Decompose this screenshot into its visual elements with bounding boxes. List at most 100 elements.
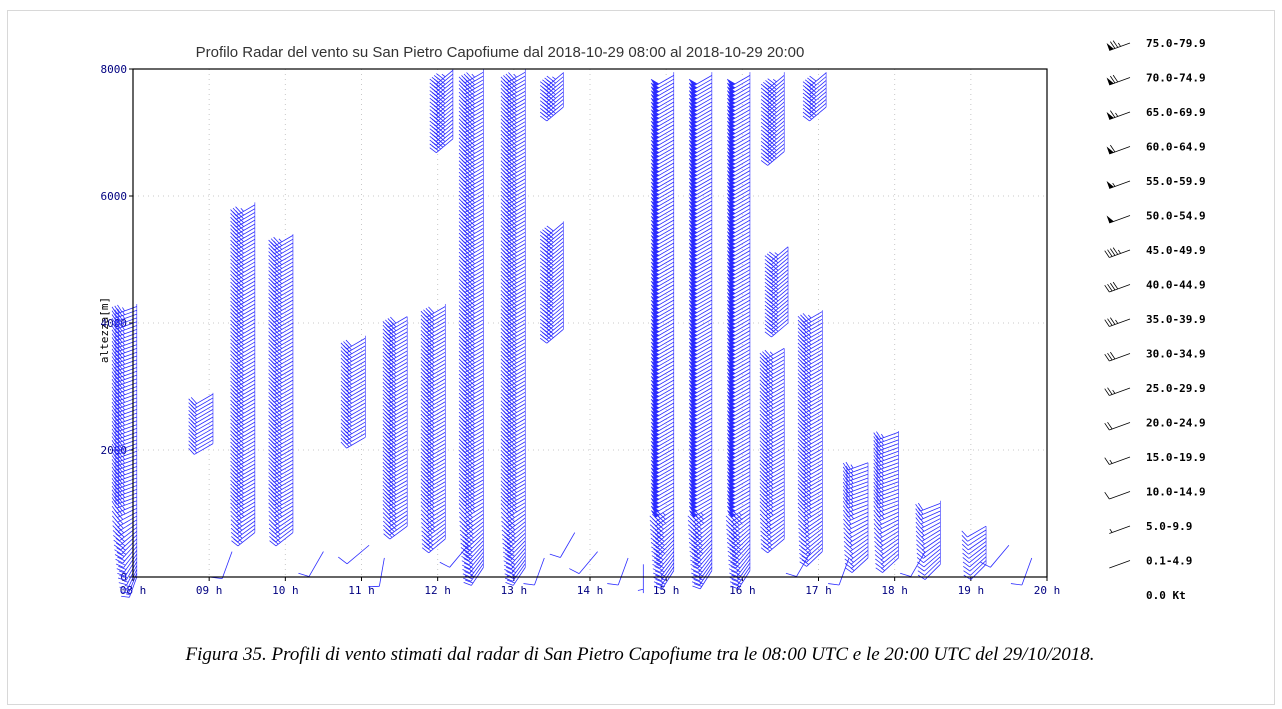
legend-barb (1104, 387, 1131, 396)
wind-barb (843, 527, 869, 539)
legend-barb (1106, 215, 1131, 224)
wind-barb (873, 431, 899, 440)
wind-barb (653, 558, 675, 577)
wind-barb (650, 75, 674, 87)
legend-barb (1104, 491, 1131, 500)
wind-barb (651, 536, 675, 552)
legend-label: 45.0-49.9 (1146, 244, 1206, 257)
y-tick-label: 0 (120, 571, 127, 584)
wind-profile-column (649, 72, 675, 590)
wind-barb (727, 539, 751, 556)
wind-barb (121, 576, 138, 598)
y-tick-label: 8000 (101, 63, 128, 76)
wind-barb (458, 71, 484, 84)
legend-barb (1104, 456, 1131, 465)
wind-profile-column (458, 69, 484, 586)
chart-title: Profilo Radar del vento su San Pietro Ca… (196, 44, 805, 61)
legend-barb (1109, 525, 1131, 534)
wind-barb (539, 72, 564, 88)
wind-barb (652, 551, 675, 569)
wind-profile-column (188, 392, 214, 455)
wind-profile-column (961, 525, 987, 580)
wind-barb (420, 306, 446, 318)
wind-barb (760, 538, 785, 554)
wind-barb (462, 559, 484, 578)
wind-barb (539, 222, 564, 237)
wind-barb (503, 548, 526, 566)
wind-barb (873, 504, 899, 513)
axis-ticks: 08 h 09 h 10 h 11 h 12 h 13 h 14 h 15 h 16 h 17 h… (101, 63, 1061, 597)
legend-label: 40.0-44.9 (1146, 279, 1206, 292)
legend-barb (1106, 144, 1131, 155)
wind-barb (961, 529, 987, 542)
wind-barb (726, 532, 751, 548)
wind-profile-column (725, 72, 751, 590)
x-tick-label: 08 h (120, 584, 147, 597)
x-tick-label: 15 h (653, 584, 680, 597)
y-tick-label: 6000 (101, 190, 128, 203)
wind-barb (461, 551, 484, 570)
wind-barb (980, 544, 1010, 568)
wind-barb (654, 570, 675, 590)
wind-barb (651, 539, 675, 556)
legend-label: 20.0-24.9 (1146, 417, 1206, 430)
figure-caption: Figura 35. Profili di vento stimati dal … (185, 644, 1095, 665)
wind-profile-column (764, 246, 789, 338)
wind-profile-column (429, 69, 454, 154)
x-tick-label: 19 h (958, 584, 985, 597)
x-tick-label: 16 h (729, 584, 756, 597)
legend-label: 0.1-4.9 (1146, 555, 1192, 568)
legend-label: 30.0-34.9 (1146, 348, 1206, 361)
wind-barb (116, 553, 138, 573)
x-tick-label: 12 h (424, 584, 451, 597)
wind-barb (843, 523, 869, 535)
wind-barb (569, 551, 598, 575)
x-tick-label: 17 h (805, 584, 832, 597)
wind-barb (117, 557, 138, 577)
wind-barb (119, 569, 138, 590)
wind-profile-column (802, 72, 827, 122)
wind-barb (692, 570, 713, 590)
wind-barb (503, 551, 526, 570)
wind-barb (230, 204, 256, 217)
wind-barb (340, 337, 366, 350)
legend-label: 75.0-79.9 (1146, 37, 1206, 50)
wind-barb (111, 449, 137, 460)
wind-profile-column (111, 303, 138, 598)
wind-barb (462, 555, 484, 574)
wind-barb (690, 551, 713, 569)
wind-barb (211, 551, 233, 580)
legend-label: 10.0-14.9 (1146, 486, 1206, 499)
x-tick-label: 14 h (577, 584, 604, 597)
wind-barb (503, 544, 526, 561)
wind-barb (607, 557, 629, 586)
wind-barb (691, 558, 713, 577)
wind-barb (502, 536, 526, 553)
legend-barb (1106, 180, 1131, 189)
wind-barb (504, 563, 526, 582)
wind-barb (651, 543, 675, 561)
wind-barb (113, 530, 138, 546)
wind-profile-column (873, 430, 899, 573)
legend-label: 0.0 Kt (1146, 589, 1186, 602)
wind-barb (439, 544, 469, 568)
wind-barb (113, 534, 138, 551)
wind-profile-column (915, 500, 941, 580)
wind-barb (429, 69, 454, 85)
wind-profile-column (382, 316, 408, 540)
wind-profile-column (230, 202, 256, 547)
wind-barb (650, 532, 675, 548)
wind-barb (688, 75, 713, 87)
wind-profile-column (268, 234, 294, 547)
wind-barb (691, 566, 713, 586)
wind-barb (188, 393, 214, 406)
wind-profile-column (797, 310, 823, 567)
wind-barb (842, 504, 869, 513)
wind-profile-chart: Profilo Radar del vento su San Pietro Ca… (98, 37, 1206, 602)
wind-barb (382, 316, 408, 328)
wind-barb (114, 538, 138, 555)
legend-label: 25.0-29.9 (1146, 382, 1206, 395)
wind-barb (915, 529, 941, 542)
legend-label: 65.0-69.9 (1146, 106, 1206, 119)
wind-barb (730, 570, 751, 590)
